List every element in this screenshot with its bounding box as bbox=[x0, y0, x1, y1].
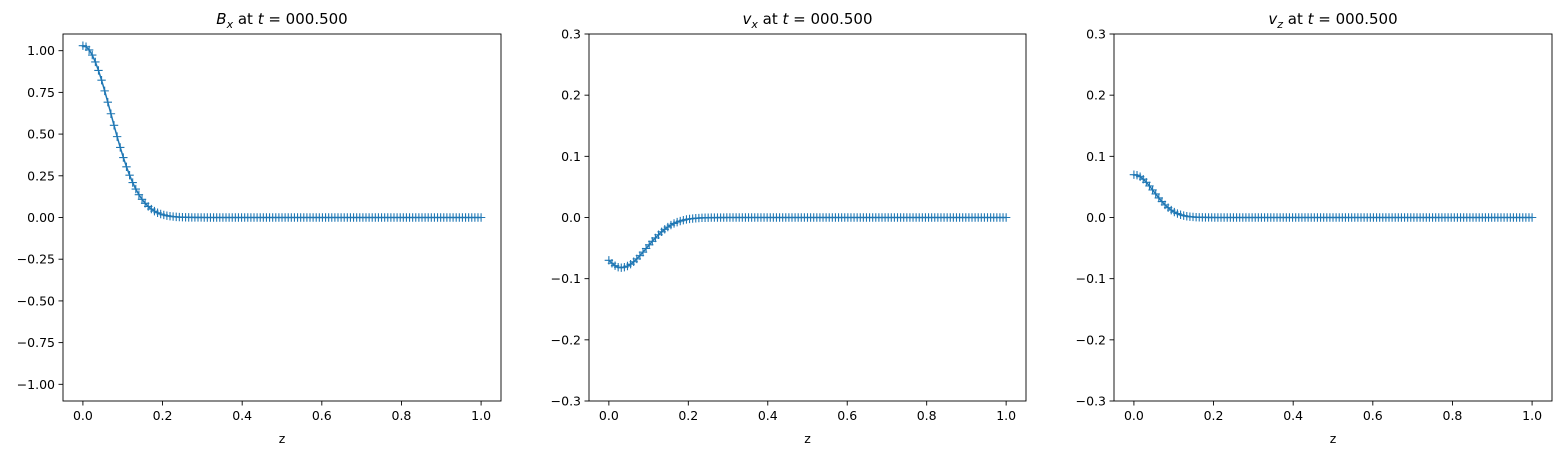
series-line bbox=[82, 44, 482, 219]
x-tick-label: 0.6 bbox=[837, 408, 857, 423]
y-tick-label: −0.25 bbox=[17, 252, 55, 267]
x-tick-label: 0.4 bbox=[758, 408, 778, 423]
x-tick-label: 1.0 bbox=[471, 408, 491, 423]
x-tick-label: 0.4 bbox=[232, 408, 252, 423]
data-point bbox=[1001, 213, 1011, 222]
y-tick-label: −0.75 bbox=[17, 335, 55, 350]
x-tick-label: 0.8 bbox=[1443, 408, 1463, 423]
title-symbol: v bbox=[1268, 10, 1278, 28]
title-subscript: x bbox=[750, 18, 758, 31]
data-point bbox=[119, 153, 128, 162]
x-tick-label: 0.4 bbox=[1283, 408, 1303, 423]
chart-panel-3: 0.0 0.2 0.4 0.6 0.8 1.0 −0.3 −0.2 −0.1 0.0 0.1 0.2 0… bbox=[1076, 10, 1553, 446]
chart-title: Bx at t = 000.500 bbox=[216, 10, 347, 31]
y-tick-label: −0.1 bbox=[551, 271, 581, 286]
data-point bbox=[94, 66, 103, 75]
x-axis-label: z bbox=[279, 431, 286, 446]
y-tick-label: 1.00 bbox=[27, 43, 55, 58]
x-tick-label: 0.6 bbox=[1363, 408, 1383, 423]
y-tick-label: 0.1 bbox=[1086, 149, 1106, 164]
data-point bbox=[103, 97, 112, 107]
title-time-value: = 000.500 bbox=[1314, 10, 1398, 28]
y-tick-label: 0.2 bbox=[1086, 88, 1106, 103]
x-tick-label: 0.8 bbox=[392, 408, 412, 423]
data-point bbox=[134, 190, 144, 199]
x-tick-label: 0.0 bbox=[73, 408, 93, 423]
data-point bbox=[88, 50, 97, 60]
title-mid: at bbox=[233, 10, 258, 28]
title-time-var: t bbox=[258, 10, 265, 28]
chart-title: vz at t = 000.500 bbox=[1268, 10, 1397, 31]
data-point bbox=[122, 162, 131, 172]
data-point bbox=[1527, 213, 1537, 222]
x-tick-label: 0.2 bbox=[153, 408, 173, 423]
data-point bbox=[131, 184, 140, 194]
series-markers bbox=[604, 213, 1011, 272]
title-symbol: v bbox=[742, 10, 752, 28]
x-tick-label: 1.0 bbox=[1522, 408, 1542, 423]
data-point bbox=[125, 170, 134, 180]
title-symbol: B bbox=[216, 10, 226, 28]
x-tick-label: 1.0 bbox=[996, 408, 1016, 423]
x-tick-label: 0.0 bbox=[1124, 408, 1144, 423]
x-tick-label: 0.2 bbox=[1204, 408, 1224, 423]
title-time-var: t bbox=[782, 10, 789, 28]
x-axis-label: z bbox=[1330, 431, 1337, 446]
y-tick-label: −0.2 bbox=[1076, 332, 1106, 347]
chart-panel-2: 0.0 0.2 0.4 0.6 0.8 1.0 −0.3 −0.2 −0.1 0.0 0.1 0.2 0… bbox=[551, 10, 1027, 446]
y-tick-label: 0.00 bbox=[27, 210, 55, 225]
y-tick-label: 0.50 bbox=[27, 127, 55, 142]
title-mid: at bbox=[758, 10, 783, 28]
data-point bbox=[84, 45, 94, 55]
series-markers bbox=[78, 41, 486, 222]
data-point bbox=[112, 132, 122, 141]
y-tick-label: 0.3 bbox=[1086, 27, 1106, 42]
y-tick-label: 0.75 bbox=[27, 85, 55, 100]
x-axis-label: z bbox=[804, 431, 811, 446]
y-tick-label: −0.3 bbox=[1076, 394, 1106, 409]
y-tick-label: 0.3 bbox=[561, 27, 581, 42]
title-time-value: = 000.500 bbox=[788, 10, 872, 28]
x-tick-label: 0.6 bbox=[312, 408, 332, 423]
title-subscript: x bbox=[226, 18, 234, 31]
title-subscript: z bbox=[1276, 18, 1283, 31]
title-mid: at bbox=[1283, 10, 1308, 28]
y-tick-label: −0.2 bbox=[551, 332, 581, 347]
title-time-var: t bbox=[1308, 10, 1315, 28]
y-tick-label: 0.0 bbox=[561, 210, 581, 225]
data-point bbox=[476, 213, 486, 222]
y-tick-label: 0.2 bbox=[561, 88, 581, 103]
data-point bbox=[106, 109, 116, 118]
y-tick-label: 0.0 bbox=[1086, 210, 1106, 225]
x-tick-label: 0.2 bbox=[678, 408, 698, 423]
y-tick-label: −0.1 bbox=[1076, 271, 1106, 286]
data-point bbox=[128, 178, 137, 187]
data-point bbox=[116, 143, 125, 152]
y-tick-label: 0.1 bbox=[561, 149, 581, 164]
x-tick-label: 0.0 bbox=[599, 408, 619, 423]
chart-title: vx at t = 000.500 bbox=[742, 10, 872, 31]
data-point bbox=[109, 121, 119, 130]
x-tick-label: 0.8 bbox=[917, 408, 937, 423]
data-point bbox=[91, 57, 100, 67]
data-point bbox=[100, 86, 109, 96]
y-tick-label: −0.3 bbox=[551, 394, 581, 409]
title-time-value: = 000.500 bbox=[264, 10, 348, 28]
y-tick-label: 0.25 bbox=[27, 168, 55, 183]
series-markers bbox=[1129, 170, 1537, 222]
y-tick-label: −1.00 bbox=[17, 377, 55, 392]
chart-panel-1: 0.0 0.2 0.4 0.6 0.8 1.0 −1.00 −0.75 −0.50 −0.25 0.… bbox=[17, 10, 502, 446]
data-point bbox=[97, 75, 106, 85]
series-line bbox=[1133, 173, 1533, 219]
y-tick-label: −0.50 bbox=[17, 293, 55, 308]
